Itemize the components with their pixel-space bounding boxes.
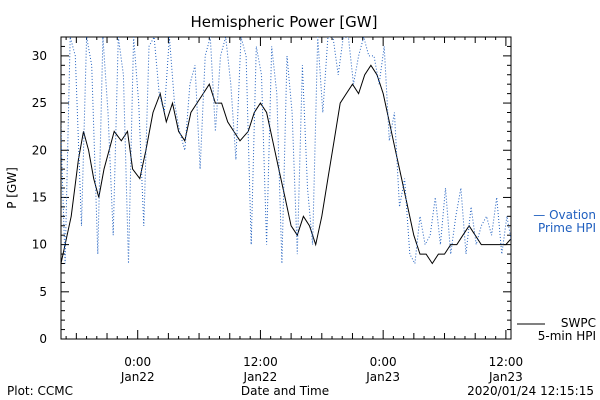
y-tick-label: 30	[32, 49, 47, 63]
x-tick-label-date: Jan23	[488, 370, 523, 384]
footer-timestamp: 2020/01/24 12:15:15	[467, 384, 594, 398]
legend-ovation-line2: Prime HPI	[538, 221, 596, 235]
legend-swpc-line1: SWPC	[561, 316, 596, 330]
y-axis-label: P [GW]	[5, 167, 19, 209]
x-tick-label-time: 12:00	[489, 355, 524, 369]
x-tick-label-time: 12:00	[243, 355, 278, 369]
series-line-ovation	[61, 37, 511, 266]
legend-ovation-line1: — Ovation	[533, 208, 596, 222]
x-axis-label: Date and Time	[241, 384, 329, 398]
y-tick-label: 15	[32, 190, 47, 204]
y-axis: 0 5 10 15 20 25 30	[32, 36, 511, 346]
legend-swpc: SWPC 5-min HPI	[517, 316, 596, 343]
series-group	[61, 37, 511, 266]
x-tick-label-time: 0:00	[370, 355, 397, 369]
y-tick-label: 10	[32, 238, 47, 252]
x-tick-label-date: Jan23	[365, 370, 400, 384]
chart-title: Hemispheric Power [GW]	[191, 13, 378, 31]
y-tick-label: 25	[32, 96, 47, 110]
y-tick-label: 5	[39, 285, 47, 299]
y-tick-label: 20	[32, 143, 47, 157]
x-tick-label-date: Jan22	[243, 370, 278, 384]
x-tick-label-time: 0:00	[124, 355, 151, 369]
x-tick-label-date: Jan22	[120, 370, 155, 384]
footer-plot-credit: Plot: CCMC	[7, 384, 73, 398]
series-line-swpc	[61, 64, 511, 265]
legend-swpc-line2: 5-min HPI	[538, 329, 596, 343]
y-tick-label: 0	[39, 332, 47, 346]
legend-ovation: — Ovation Prime HPI	[533, 208, 596, 235]
